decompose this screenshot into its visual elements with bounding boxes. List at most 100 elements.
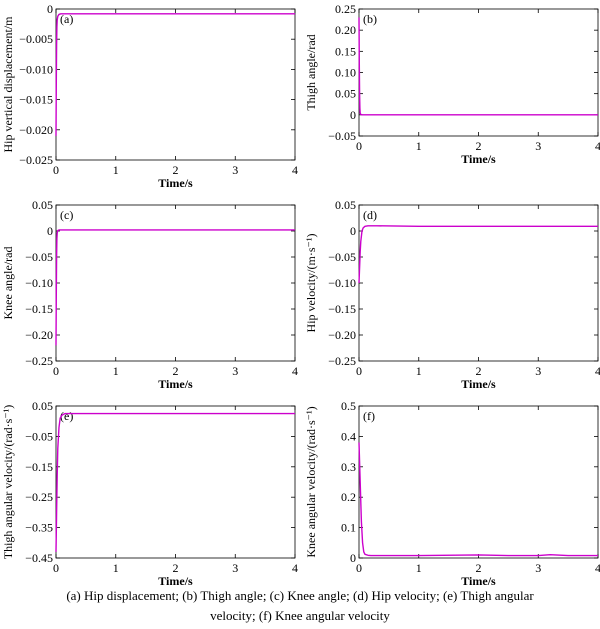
panel-e-ytick-label: 0.05 [32, 399, 53, 413]
panel-c-ytick-label: −0.20 [25, 328, 53, 342]
panel-f-ytick-label: 0.5 [341, 399, 356, 413]
panel-c-xtick-label: 4 [292, 364, 298, 378]
panel-b-ytick-label: 0.15 [335, 44, 356, 58]
panel-f-xtick-label: 0 [356, 561, 362, 575]
panel-e-xtick-label: 1 [113, 561, 119, 575]
panel-d-xtick-label: 1 [416, 364, 422, 378]
panel-c-xtick-label: 3 [232, 364, 238, 378]
panel-d-series-line [358, 225, 598, 284]
panel-c-frame [55, 204, 296, 362]
panel-b-ytick-label: 0.20 [335, 23, 356, 37]
panel-c-y-axis-label: Knee angle/rad [1, 247, 15, 320]
panel-d-tag: (d) [363, 208, 377, 222]
panel-c-ytick-label: 0 [47, 224, 53, 238]
panel-b-ytick-label: 0 [350, 108, 356, 122]
panel-d-ytick-label: −0.20 [328, 328, 356, 342]
panel-f-y-axis-label: Knee angular velocity/(rad·s⁻¹) [304, 406, 318, 557]
panel-e-x-axis-label: Time/s [158, 574, 193, 586]
panel-c-ytick-label: −0.15 [25, 302, 53, 316]
panel-b-xtick-label: 4 [595, 139, 600, 153]
panel-f-ytick-label: 0.1 [341, 521, 356, 535]
panel-c-ytick-label: −0.10 [25, 276, 53, 290]
panel-f-x-axis-label: Time/s [461, 574, 496, 586]
panel-c-xtick-label: 0 [53, 364, 59, 378]
panel-c-ytick-label: 0.05 [32, 198, 53, 212]
panel-c-series-line [55, 229, 295, 346]
panel-d-y-axis-label: Hip velocity/(m·s⁻¹) [304, 234, 318, 333]
panel-a-ytick-label: −0.015 [19, 93, 53, 107]
panel-b-x-axis-label: Time/s [461, 152, 496, 166]
panel-f-frame [358, 405, 599, 559]
panel-e-xtick-label: 4 [292, 561, 298, 575]
panel-b-y-axis-label: Thigh angle/rad [304, 34, 318, 110]
panel-c-ytick-label: −0.05 [25, 250, 53, 264]
panel-d-ytick-label: −0.05 [328, 250, 356, 264]
panel-f-ytick-label: 0.3 [341, 460, 356, 474]
panel-d: 0 1 2 3 4 0.05 0 −0.05 −0.10 −0.15 −0.20 −0.25 Time/… [304, 198, 600, 391]
panel-d-frame [358, 204, 599, 362]
panel-b-xtick-label: 2 [476, 139, 482, 153]
panel-a-frame [55, 8, 296, 161]
panel-e-xtick-label: 2 [173, 561, 179, 575]
panel-a-xtick-label: 3 [232, 163, 238, 177]
panel-e-series-line [55, 412, 295, 552]
panel-a-xtick-label: 2 [173, 163, 179, 177]
panel-c: 0 1 2 3 4 0.05 0 −0.05 −0.10 −0.15 −0.20 −0.25 Time/… [1, 198, 298, 391]
panel-e-ytick-label: −0.25 [25, 490, 53, 504]
panel-c-tag: (c) [60, 208, 73, 222]
panel-a-xtick-label: 0 [53, 163, 59, 177]
panel-b-ytick-label: 0.10 [335, 66, 356, 80]
panel-b-xtick-label: 0 [356, 139, 362, 153]
panel-b-frame [358, 8, 599, 137]
panel-b-xtick-label: 1 [416, 139, 422, 153]
panel-d-xtick-label: 2 [476, 364, 482, 378]
panel-f-ytick-label: 0.2 [341, 490, 356, 504]
panel-b-ytick-label: −0.05 [328, 129, 356, 143]
panel-f-ytick-label: 0.4 [341, 429, 356, 443]
panel-f-series-line [358, 442, 598, 557]
panel-a-tag: (a) [60, 12, 73, 26]
panel-c-xtick-label: 2 [173, 364, 179, 378]
panel-a-ytick-label: −0.005 [19, 32, 53, 46]
caption-line-2: velocity; (f) Knee angular velocity [210, 608, 390, 623]
caption-line-1: (a) Hip displacement; (b) Thigh angle; (… [66, 588, 534, 603]
panel-a-xtick-label: 4 [292, 163, 298, 177]
panel-a-y-axis-label: Hip vertical displacement/m [1, 16, 15, 153]
panel-d-ytick-label: 0 [350, 224, 356, 238]
panel-a-ytick-label: −0.025 [19, 153, 53, 167]
panel-b-series-line [358, 17, 598, 116]
panel-c-xtick-label: 1 [113, 364, 119, 378]
panel-d-ytick-label: 0.05 [335, 198, 356, 212]
panel-a-series-line [55, 13, 295, 136]
panel-d-ytick-label: −0.10 [328, 276, 356, 290]
panel-a-ytick-label: −0.010 [19, 62, 53, 76]
panel-e: 0 1 2 3 4 0.05 −0.05 −0.15 −0.25 −0.35 −0.45 Time/s… [1, 399, 298, 586]
panel-b-ytick-label: 0.05 [335, 87, 356, 101]
panel-e-ytick-label: −0.45 [25, 551, 53, 565]
panel-d-xtick-label: 4 [595, 364, 600, 378]
panel-f-xtick-label: 3 [535, 561, 541, 575]
panel-b-tag: (b) [363, 12, 377, 26]
panel-d-xtick-label: 0 [356, 364, 362, 378]
figure-panels: 0 1 2 3 4 0 −0.005 −0.010 −0.015 −0.020 −0.025 Time… [1, 2, 600, 586]
panel-e-tag: (e) [60, 409, 73, 423]
panel-d-x-axis-label: Time/s [461, 377, 496, 391]
panel-a-ytick-label: −0.020 [19, 123, 53, 137]
panel-e-y-axis-label: Thigh angular velocity/(rad·s⁻¹) [1, 405, 15, 560]
panel-b-ytick-label: 0.25 [335, 2, 356, 16]
panel-a: 0 1 2 3 4 0 −0.005 −0.010 −0.015 −0.020 −0.025 Time… [1, 2, 298, 190]
panel-f: 0 1 2 3 4 0.5 0.4 0.3 0.2 0.1 0 Time/s Knee angular … [304, 399, 600, 586]
figure-caption: (a) Hip displacement; (b) Thigh angle; (… [0, 586, 600, 626]
panel-f-ytick-label: 0 [350, 551, 356, 565]
panel-e-frame [55, 405, 296, 559]
panel-e-xtick-label: 0 [53, 561, 59, 575]
panel-c-ytick-label: −0.25 [25, 354, 53, 368]
panel-b: 0 1 2 3 40.250.200.150.100.050−0.05Time/sThi… [304, 2, 600, 166]
panel-c-x-axis-label: Time/s [158, 377, 193, 391]
panel-a-x-axis-label: Time/s [158, 176, 193, 190]
panel-d-ytick-label: −0.25 [328, 354, 356, 368]
panel-e-ytick-label: −0.15 [25, 460, 53, 474]
panel-a-xtick-label: 1 [113, 163, 119, 177]
panel-f-tag: (f) [363, 409, 375, 423]
panel-a-ytick-label: 0 [47, 2, 53, 16]
